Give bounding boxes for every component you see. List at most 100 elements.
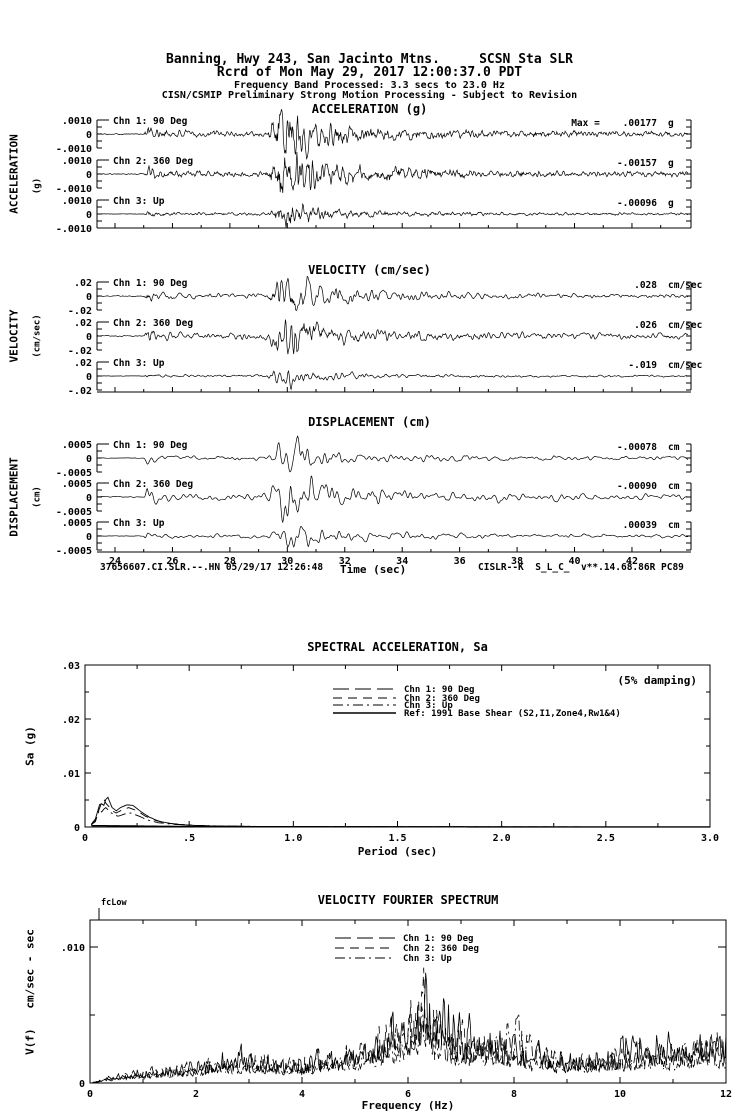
legend-label: Chn 2: 360 Deg	[404, 694, 480, 704]
scale-label: -.0005	[56, 546, 92, 557]
scale-label: -.02	[68, 346, 92, 357]
max-value-label: .028	[634, 280, 657, 291]
sa-xtick-label: .5	[183, 833, 195, 844]
max-value-label: -.00090	[617, 481, 657, 492]
fourier-xtick-label: 10	[614, 1089, 626, 1100]
scale-label: 0	[86, 532, 92, 543]
sa-frame	[84, 664, 711, 828]
max-value-unit: cm	[668, 520, 680, 531]
waveform-trace	[96, 525, 688, 548]
waveform-trace	[96, 370, 689, 391]
scale-label: 0	[86, 170, 92, 181]
sa-curve	[91, 806, 710, 828]
scale-label: .0005	[62, 440, 92, 451]
fourier-ytick-label: .010	[61, 943, 85, 954]
time-tick-label: 36	[454, 556, 466, 567]
scale-label: 0	[86, 130, 92, 141]
scale-label: .02	[74, 358, 92, 369]
record-id-text: 37656607.CI.SLR.--.HN 05/29/17 12:26:48	[100, 562, 324, 573]
channel-label: Chn 1: 90 Deg	[113, 116, 188, 127]
fourier-xtick-label: 6	[405, 1089, 411, 1100]
time-tick-label: 32	[339, 556, 351, 567]
processing-note: CISN/CSMIP Preliminary Strong Motion Pro…	[161, 90, 578, 101]
max-value-unit: g	[668, 118, 674, 129]
max-value-label: -.00078	[617, 442, 657, 453]
scale-label: .02	[74, 318, 92, 329]
scale-label: 0	[86, 210, 92, 221]
scale-label: -.02	[68, 306, 92, 317]
fc-low-marker-label: fcLow	[101, 898, 127, 908]
period-axis-label: Period (sec)	[357, 845, 438, 858]
fourier-xtick-label: 12	[720, 1089, 732, 1100]
waveform-trace	[96, 109, 689, 160]
max-value-unit: cm	[668, 442, 680, 453]
time-tick-label: 38	[511, 556, 523, 567]
scale-label: -.0005	[56, 507, 92, 518]
sa-xtick-label: 2.5	[597, 833, 615, 844]
max-value-label: -.00157	[617, 158, 657, 169]
channel-label: Chn 3: Up	[113, 196, 165, 207]
waveform-trace	[96, 202, 689, 228]
time-tick-label: 26	[166, 556, 178, 567]
waveform-trace	[96, 275, 689, 312]
time-tick-label: 40	[568, 556, 580, 567]
scale-label: -.02	[68, 386, 92, 397]
sa-xtick-label: 2.0	[493, 833, 511, 844]
fourier-plot-title: VELOCITY FOURIER SPECTRUM	[317, 893, 499, 907]
scale-label: .0005	[62, 518, 92, 529]
frequency-axis-label: Frequency (Hz)	[361, 1099, 455, 1112]
scale-label: 0	[86, 454, 92, 465]
legend-label: Chn 2: 360 Deg	[403, 944, 479, 954]
velocity-panel-title: VELOCITY (cm/sec)	[308, 263, 431, 277]
max-value-label: -.00096	[617, 198, 657, 209]
legend-label: Ref: 1991 Base Shear (S2,I1,Zone4,Rw1&4)	[404, 709, 621, 719]
acceleration-panel-title: ACCELERATION (g)	[311, 102, 428, 116]
max-value-label: Max = .00177	[571, 118, 657, 129]
fourier-curve	[92, 1006, 727, 1083]
fourier-curve	[92, 967, 727, 1083]
waveform-trace	[96, 151, 689, 194]
scale-label: .0010	[62, 196, 92, 207]
legend-label: Chn 1: 90 Deg	[404, 685, 474, 695]
scale-label: -.0010	[56, 224, 92, 235]
legend-label: Chn 3: Up	[404, 701, 453, 711]
scale-label: -.0010	[56, 144, 92, 155]
sa-ytick-label: 0	[74, 823, 80, 834]
sa-xtick-label: 3.0	[701, 833, 719, 844]
time-tick-label: 34	[396, 556, 408, 567]
sa-ytick-label: .02	[62, 715, 80, 726]
max-value-label: .026	[634, 320, 657, 331]
sa-ytick-label: .03	[62, 661, 80, 672]
max-value-unit: g	[668, 158, 674, 169]
sa-xtick-label: 1.0	[284, 833, 302, 844]
waveform-trace	[96, 435, 689, 473]
scale-label: .02	[74, 278, 92, 289]
fourier-curve	[92, 972, 727, 1083]
scale-label: 0	[86, 292, 92, 303]
max-value-unit: g	[668, 198, 674, 209]
processing-id-text: CISLR--K S_L_C_ v**.14.68.86R PC89	[478, 562, 684, 573]
channel-label: Chn 2: 360 Deg	[113, 318, 193, 329]
time-tick-label: 42	[626, 556, 638, 567]
legend-label: Chn 3: Up	[403, 954, 452, 964]
frequency-band-note: Frequency Band Processed: 3.3 secs to 23…	[234, 80, 505, 91]
fourier-xtick-label: 4	[299, 1089, 305, 1100]
scale-label: -.0005	[56, 468, 92, 479]
scale-label: .0010	[62, 156, 92, 167]
waveform-trace	[96, 319, 689, 355]
scale-label: .0005	[62, 479, 92, 490]
damping-note: (5% damping)	[617, 674, 697, 687]
scale-label: 0	[86, 332, 92, 343]
max-value-unit: cm/sec	[668, 280, 702, 291]
max-value-label: .00039	[623, 520, 658, 531]
sa-curve	[90, 797, 710, 828]
displacement-panel-title: DISPLACEMENT (cm)	[308, 415, 431, 429]
max-value-label: -.019	[628, 360, 657, 371]
time-axis-label: Time (sec)	[340, 563, 407, 576]
scale-label: -.0010	[56, 184, 92, 195]
max-value-unit: cm/sec	[668, 360, 702, 371]
fourier-xtick-label: 2	[193, 1089, 199, 1100]
time-tick-label: 24	[109, 556, 121, 567]
